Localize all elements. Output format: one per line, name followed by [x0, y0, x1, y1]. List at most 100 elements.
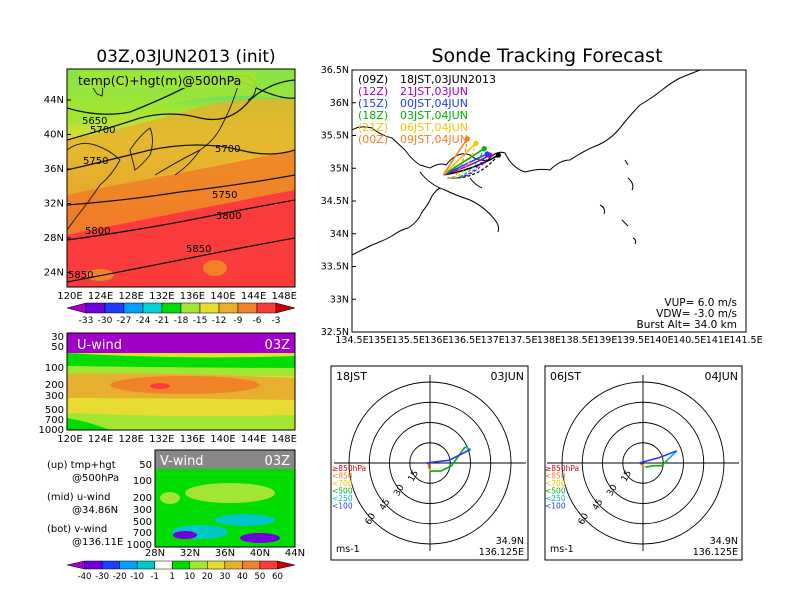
track-legend-run: (18Z) — [358, 109, 388, 122]
hodo-ring-label: 15 — [407, 469, 421, 484]
uwind-lon-tick: 124E — [88, 434, 113, 445]
hodo-trace — [645, 459, 668, 468]
wind-colorbar-tick: 20 — [202, 572, 213, 582]
track-panel: 36.5N 36N 35.5N 35N 34.5N 34N 33.5N 33N 32.5N 13… — [321, 65, 763, 346]
uwind-p-tick: 1000 — [39, 425, 64, 436]
wind-colorbar-swatch — [277, 560, 296, 570]
contour-label: 5850 — [68, 270, 93, 281]
map-colorbar-tick: -18 — [174, 316, 189, 326]
uwind-lon-tick: 136E — [180, 434, 205, 445]
wind-colorbar-swatch — [189, 560, 208, 570]
vwind-lat-axis: 28N 32N 36N 40N 44N — [145, 548, 305, 559]
track-ascent-line — [443, 147, 485, 176]
track-lat-tick: 34.5N — [321, 196, 349, 207]
contour-label: 5700 — [90, 125, 115, 136]
vwind-p-tick: 700 — [133, 528, 152, 539]
hodo-level-label: ≥850hPa — [332, 464, 366, 473]
wind-colorbar-tick: 50 — [255, 572, 266, 582]
wind-colorbar-swatch — [101, 560, 120, 570]
track-lat-axis: 36.5N 36N 35.5N 35N 34.5N 34N 33.5N 33N 32.5N — [321, 65, 356, 338]
wind-colorbar-swatch — [242, 560, 261, 570]
map-colorbar-swatch — [66, 302, 87, 314]
hodo-level-label: <100 — [332, 502, 353, 511]
track-legend-time: 18JST,03JUN2013 — [400, 73, 496, 86]
track-descent-line — [447, 143, 477, 179]
track-lon-tick: 140.5E — [673, 335, 706, 346]
track-lat-tick: 36.5N — [321, 65, 349, 76]
hodograph-panel-1: 18JST 03JUN ms-1 34.9N 136.125E 15304560… — [330, 365, 529, 561]
hodo-level-label: <850 — [332, 472, 353, 481]
vwind-p-tick: 50 — [139, 460, 152, 471]
wind-colorbar-swatch — [119, 560, 138, 570]
map-colorbar-swatch — [180, 302, 201, 314]
wind-colorbar-tick: 30 — [219, 572, 230, 582]
track-lon-tick: 136E — [424, 335, 448, 346]
hodo-trace — [427, 468, 431, 472]
track-lon-tick: 134.5E — [335, 335, 368, 346]
contour-label: 5700 — [215, 144, 240, 155]
track-landing-point — [484, 151, 490, 157]
hodo1-lat: 34.9N — [496, 536, 524, 547]
wind-colorbar-tick: 40 — [237, 572, 248, 582]
track-lines — [442, 136, 501, 179]
track-lat-tick: 33N — [330, 294, 349, 305]
map-colorbar-swatch — [104, 302, 125, 314]
map-colorbar-swatch — [85, 302, 106, 314]
vwind-p-tick: 300 — [133, 505, 152, 516]
wind-colorbar-swatch — [259, 560, 278, 570]
hodo1-lon: 136.125E — [479, 547, 524, 558]
burst-alt-text: Burst Alt= 34.0 km — [637, 319, 737, 331]
track-legend-time: 06JST,04JUN — [400, 121, 468, 134]
track-landing-point — [481, 146, 487, 152]
map-lon-tick: 132E — [149, 291, 174, 302]
track-descent-line — [447, 154, 499, 179]
hodo-level-label: ≥850hPa — [545, 464, 579, 473]
wind-colorbar-swatch — [224, 560, 243, 570]
track-descent-line — [447, 138, 468, 179]
hodo-trace — [464, 446, 471, 451]
uwind-p-tick: 700 — [45, 415, 64, 426]
map-lat-tick: 44N — [44, 95, 64, 106]
right-title: Sonde Tracking Forecast — [431, 45, 662, 67]
vwind-lat-tick: 28N — [145, 548, 165, 559]
hodo-ring-label: 45 — [378, 497, 392, 512]
uwind-label: U-wind — [77, 338, 122, 353]
uwind-p-tick: 200 — [45, 380, 64, 391]
map-colorbar-tick: -33 — [79, 316, 94, 326]
wind-colorbar-tick: -20 — [113, 572, 127, 582]
hodo2-lat: 34.9N — [710, 536, 738, 547]
map-colorbar-swatch — [256, 302, 277, 314]
hodograph-panel-2: 06JST 04JUN ms-1 34.9N 136.125E 15304560… — [544, 365, 743, 561]
track-params: VUP= 6.0 m/s VDW= -3.0 m/s Burst Alt= 34… — [637, 297, 737, 331]
map-lat-tick: 28N — [44, 233, 64, 244]
map-contour-labels: 5650 5700 5700 5750 5750 5800 5800 5850 … — [68, 116, 241, 281]
track-legend-run: (15Z) — [358, 97, 388, 110]
hodo-level-label: <850 — [545, 472, 566, 481]
track-legend-time: 03JST,04JUN — [400, 109, 468, 122]
track-lon-tick: 140E — [650, 335, 674, 346]
track-ascent-line — [442, 142, 477, 176]
map-lon-tick: 148E — [271, 291, 296, 302]
hodo-level-label: <700 — [332, 479, 353, 488]
legend-bot-b: @136.11E — [72, 537, 123, 548]
hodo-trace — [638, 450, 678, 464]
legend-up-a: (up) tmp+hgt — [47, 460, 116, 471]
map-colorbar-swatch — [142, 302, 163, 314]
track-lon-tick: 139.5E — [617, 335, 650, 346]
uwind-p-tick: 300 — [45, 391, 64, 402]
vdw-text: VDW= -3.0 m/s — [656, 308, 737, 320]
uwind-lon-axis: 120E 124E 128E 132E 136E 140E 144E 148E — [57, 434, 297, 445]
contour-label: 5800 — [85, 226, 110, 237]
uwind-p-tick: 30 — [51, 332, 64, 343]
hodo-level-label: <250 — [545, 494, 566, 503]
track-lon-tick: 138E — [537, 335, 561, 346]
track-lon-tick: 141E — [706, 335, 730, 346]
map-lon-tick: 136E — [180, 291, 205, 302]
map-colorbar-tick: -15 — [193, 316, 208, 326]
map-lat-tick: 40N — [44, 130, 64, 141]
map-lat-tick: 36N — [44, 164, 64, 175]
track-lat-tick: 35N — [330, 163, 349, 174]
track-landing-point — [495, 152, 501, 158]
